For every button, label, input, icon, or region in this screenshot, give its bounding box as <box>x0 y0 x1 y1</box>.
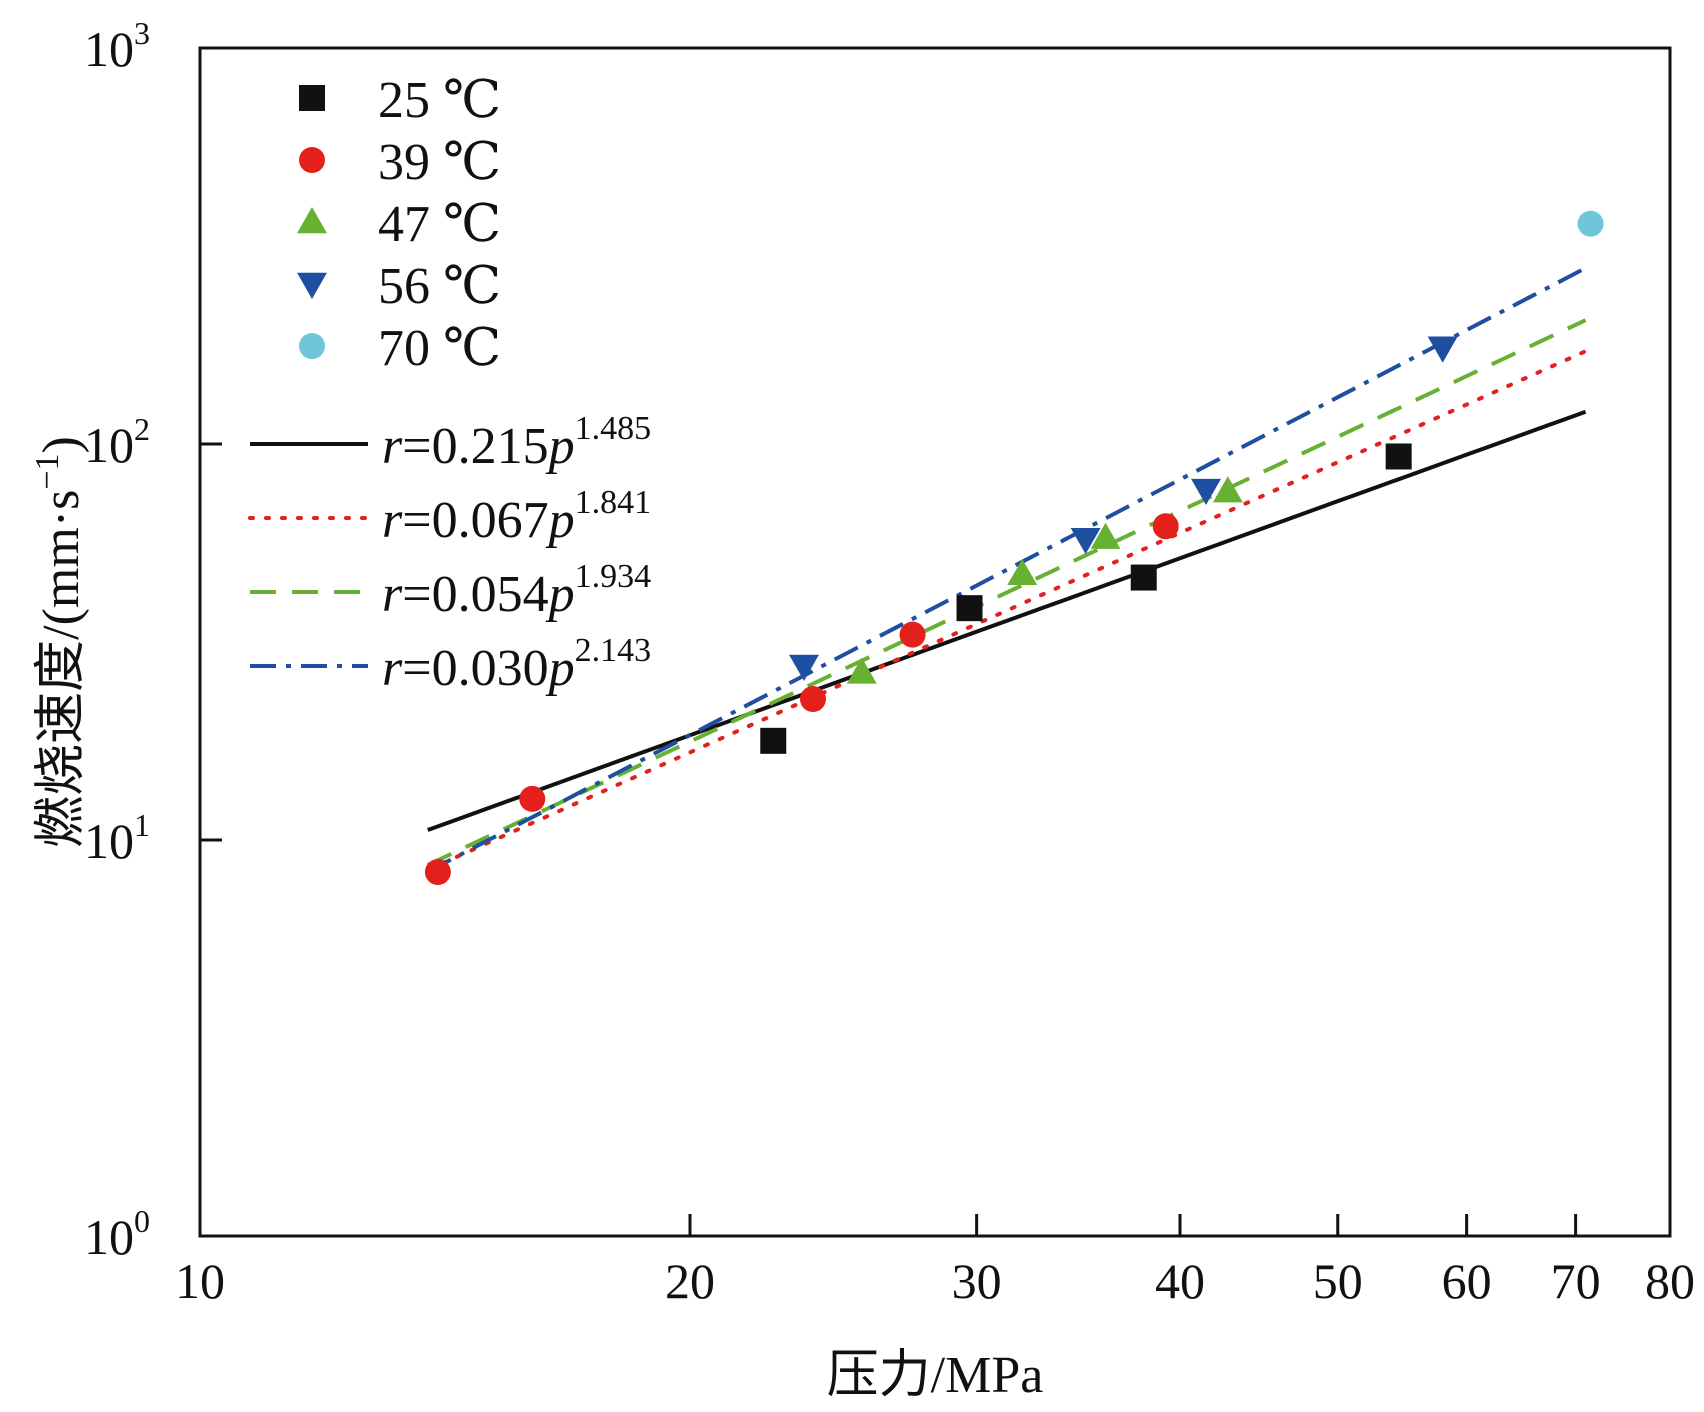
y-tick-label-100: 102 <box>84 411 150 473</box>
legend-label-5: 70 ℃ <box>378 320 501 377</box>
y-axis-title: 燃烧速度/(mm·s−1) <box>29 436 90 848</box>
legend-marker-4 <box>297 272 327 299</box>
y-axis-title-exp: −1 <box>29 453 66 489</box>
x-tick-label-50: 50 <box>1313 1253 1363 1309</box>
data-point-series3-2 <box>1007 558 1038 586</box>
data-point-series1-4 <box>1385 443 1412 470</box>
data-point-series1-3 <box>1130 564 1157 591</box>
legend-label-4: 56 ℃ <box>378 258 501 315</box>
legend-fit-label-1: r=0.215p1.485 <box>382 410 651 475</box>
data-point-series1-2 <box>956 595 983 622</box>
data-point-series3-4 <box>1212 476 1243 503</box>
y-tick-label-1000: 103 <box>84 15 150 77</box>
data-point-series2-1 <box>424 859 451 886</box>
x-axis-title: 压力/MPa <box>827 1347 1044 1404</box>
data-point-series5-1 <box>1577 210 1604 237</box>
legend-marker-5 <box>299 333 325 359</box>
legend-marker-2 <box>299 147 325 173</box>
legend-fit-label-2: r=0.067p1.841 <box>382 484 651 549</box>
x-tick-label-30: 30 <box>952 1253 1002 1309</box>
legend-fit-label-3: r=0.054p1.934 <box>382 558 651 623</box>
legend-fit-label-4: r=0.030p2.143 <box>382 632 651 697</box>
x-axis-ticks: 10 20 30 40 50 60 70 80 <box>175 1214 1695 1309</box>
data-point-series2-5 <box>1152 513 1179 540</box>
y-axis-title-main: 燃烧速度/(mm·s <box>33 490 90 848</box>
y-axis-ticks: 100 101 102 103 <box>84 15 222 1265</box>
fit-lines <box>425 266 1588 874</box>
data-point-series4-3 <box>1191 478 1221 506</box>
x-tick-label-70: 70 <box>1551 1253 1601 1309</box>
axes <box>198 46 1672 1238</box>
legend-label-2: 39 ℃ <box>378 134 501 191</box>
fit-line-2 <box>425 349 1588 872</box>
plot-frame <box>198 46 1672 1238</box>
legend: 25 ℃39 ℃47 ℃56 ℃70 ℃ r=0.215p1.485 r=0.067… <box>248 72 651 697</box>
data-point-series2-2 <box>519 785 546 812</box>
legend-marker-3 <box>297 207 327 234</box>
y-axis-title-close: ) <box>33 436 90 453</box>
data-point-series3-3 <box>1090 522 1121 549</box>
data-point-series2-4 <box>899 621 926 648</box>
x-tick-label-10: 10 <box>175 1253 225 1309</box>
fit-line-3 <box>426 318 1587 867</box>
data-point-series4-2 <box>1070 527 1101 555</box>
y-axis-title-group: 燃烧速度/(mm·s−1) <box>29 436 90 848</box>
x-tick-label-80: 80 <box>1645 1253 1695 1309</box>
data-point-series3-1 <box>846 657 877 684</box>
x-tick-label-40: 40 <box>1155 1253 1205 1309</box>
data-point-series2-3 <box>799 686 826 713</box>
data-point-series4-4 <box>1427 336 1458 363</box>
legend-label-1: 25 ℃ <box>378 72 501 129</box>
data-points <box>424 210 1604 886</box>
fit-line-1 <box>427 409 1587 832</box>
y-tick-label-10: 101 <box>84 807 150 869</box>
fit-line-4 <box>426 266 1587 874</box>
data-point-series4-1 <box>789 654 819 681</box>
legend-marker-1 <box>299 85 325 111</box>
data-point-series1-1 <box>760 727 787 754</box>
legend-label-3: 47 ℃ <box>378 196 501 253</box>
y-tick-label-1: 100 <box>84 1203 150 1265</box>
x-tick-label-20: 20 <box>665 1253 715 1309</box>
x-tick-label-60: 60 <box>1442 1253 1492 1309</box>
